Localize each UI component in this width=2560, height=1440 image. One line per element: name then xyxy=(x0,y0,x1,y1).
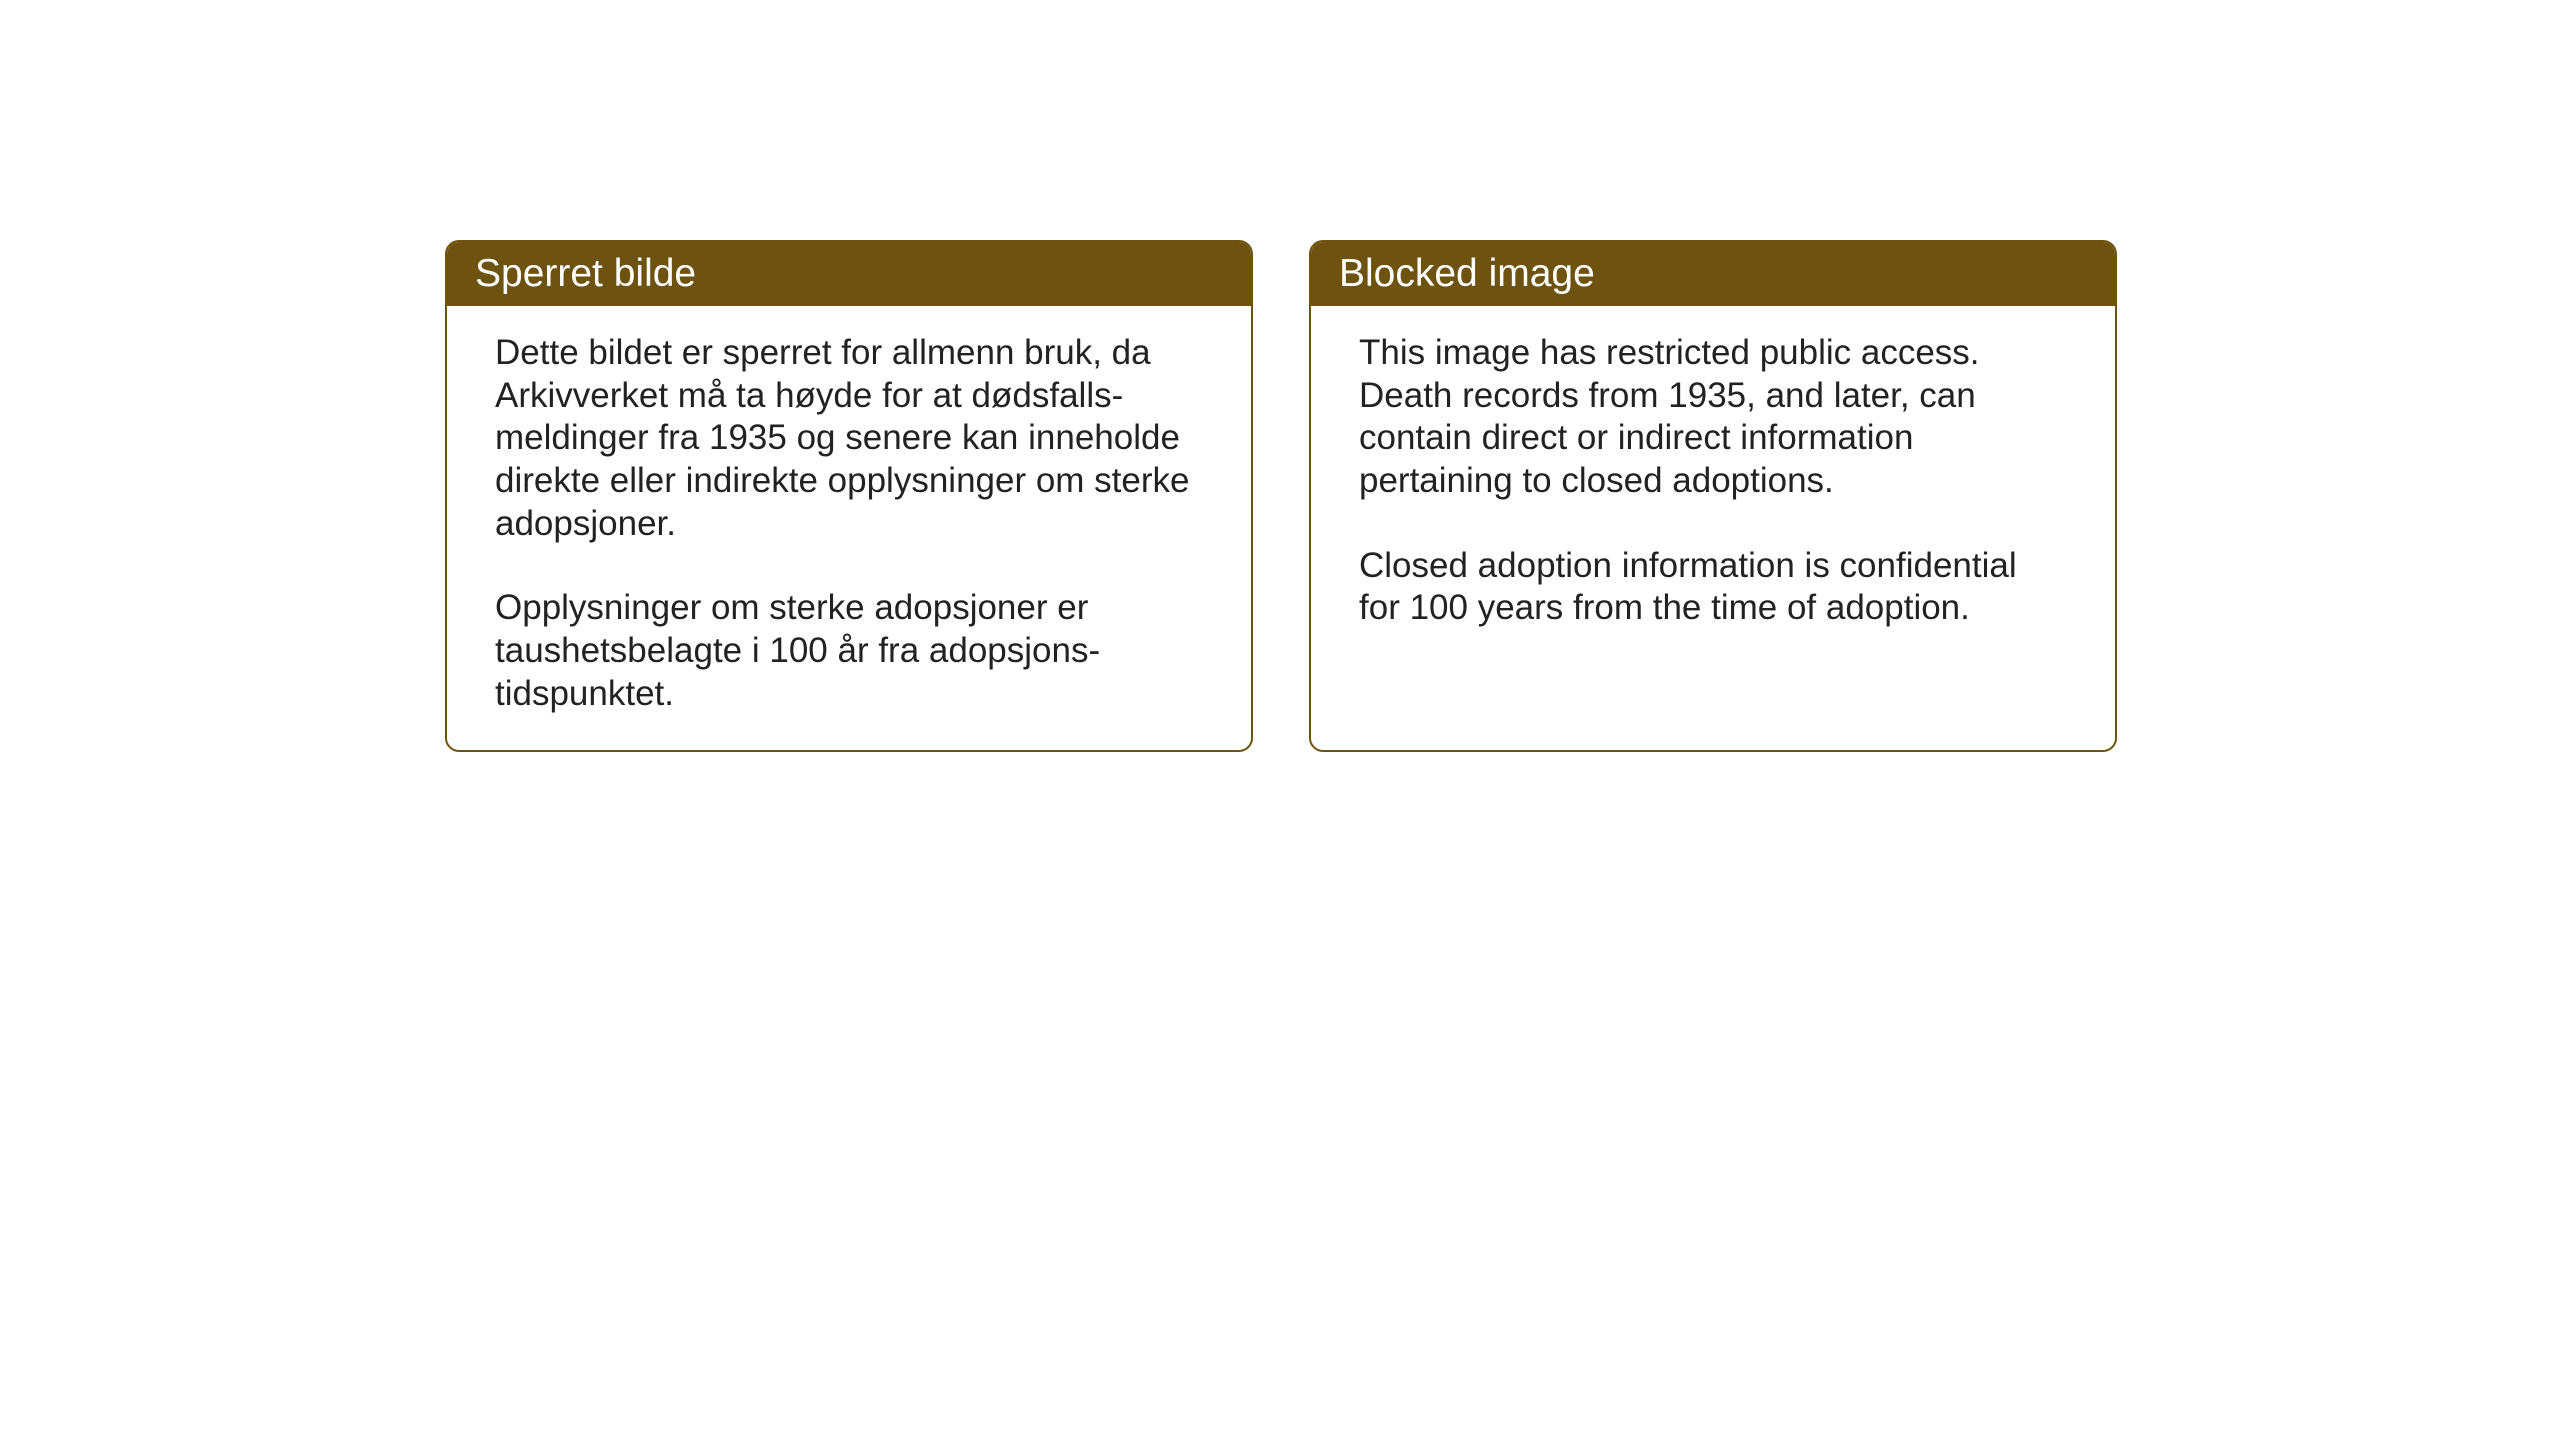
panel-body-norwegian: Dette bildet er sperret for allmenn bruk… xyxy=(447,306,1251,750)
panel-title-english: Blocked image xyxy=(1339,252,1595,295)
panel-paragraph1-english: This image has restricted public access.… xyxy=(1359,332,2067,503)
panel-paragraph1-norwegian: Dette bildet er sperret for allmenn bruk… xyxy=(495,332,1203,545)
panel-title-norwegian: Sperret bilde xyxy=(475,252,696,295)
panel-paragraph2-english: Closed adoption information is confident… xyxy=(1359,545,2067,630)
panel-header-norwegian: Sperret bilde xyxy=(447,242,1251,306)
blocked-image-panel-english: Blocked image This image has restricted … xyxy=(1309,240,2117,752)
panels-container: Sperret bilde Dette bildet er sperret fo… xyxy=(445,240,2117,752)
blocked-image-panel-norwegian: Sperret bilde Dette bildet er sperret fo… xyxy=(445,240,1253,752)
panel-body-english: This image has restricted public access.… xyxy=(1311,306,2115,664)
panel-paragraph2-norwegian: Opplysninger om sterke adopsjoner er tau… xyxy=(495,587,1203,715)
panel-header-english: Blocked image xyxy=(1311,242,2115,306)
